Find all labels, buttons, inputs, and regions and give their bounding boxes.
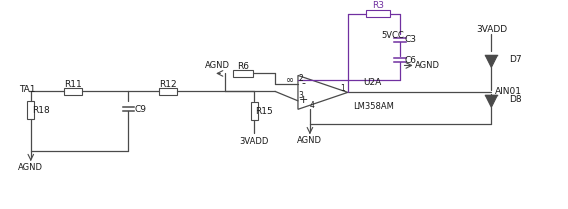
Polygon shape (486, 55, 498, 68)
Text: R6: R6 (237, 62, 249, 71)
Text: 5VCC: 5VCC (382, 31, 404, 40)
Text: AGND: AGND (415, 61, 440, 70)
Text: D7: D7 (509, 55, 522, 64)
Text: TA1: TA1 (19, 85, 35, 94)
Text: 1: 1 (340, 84, 345, 93)
Text: +: + (299, 95, 308, 105)
Text: 3: 3 (299, 91, 303, 100)
Text: LM358AM: LM358AM (353, 102, 394, 111)
Text: ∞: ∞ (286, 75, 294, 85)
Text: C3: C3 (404, 35, 416, 44)
Text: C9: C9 (135, 105, 147, 114)
Polygon shape (486, 95, 498, 107)
Bar (160, 88, 177, 95)
Text: C6: C6 (404, 56, 416, 65)
Text: 3VADD: 3VADD (239, 137, 269, 146)
Text: 2: 2 (299, 74, 303, 83)
Text: R3: R3 (371, 1, 384, 10)
Text: R15: R15 (255, 107, 273, 116)
Text: R18: R18 (32, 106, 49, 115)
Text: U2A: U2A (363, 78, 381, 87)
Text: 4: 4 (310, 101, 314, 110)
Bar (366, 10, 390, 17)
Text: 3VADD: 3VADD (476, 25, 507, 34)
Bar (27, 101, 34, 119)
Text: AIN01: AIN01 (495, 87, 523, 96)
Bar (64, 88, 82, 95)
Text: AGND: AGND (18, 163, 43, 172)
Text: D8: D8 (509, 95, 522, 104)
Text: R11: R11 (64, 80, 82, 89)
Polygon shape (298, 75, 348, 109)
Text: AGND: AGND (298, 136, 323, 145)
Bar (233, 70, 253, 77)
Text: R12: R12 (160, 80, 177, 89)
Bar (250, 102, 257, 120)
Text: AGND: AGND (204, 61, 229, 70)
Text: -: - (302, 78, 306, 88)
